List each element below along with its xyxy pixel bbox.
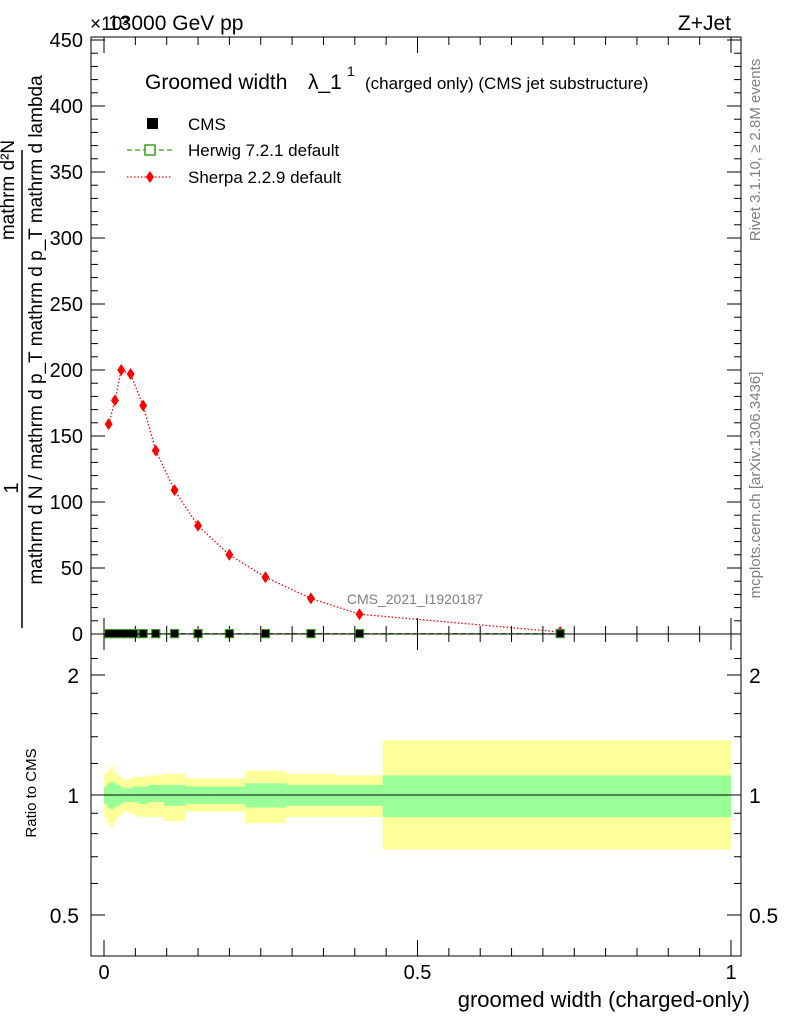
ratio-y-tick-label-right: 0.5 [749, 905, 778, 928]
sherpa-point [225, 548, 234, 561]
y-tick-label: 400 [50, 96, 83, 118]
legend-sherpa-marker [146, 171, 154, 183]
y-tick-label: 0 [72, 624, 83, 646]
y-tick-label: 200 [50, 360, 83, 382]
process-label: Z+Jet [678, 12, 731, 35]
sherpa-point [139, 399, 148, 412]
title-superscript: 1 [347, 63, 355, 79]
ratio-y-tick-label-right: 2 [749, 665, 761, 688]
sherpa-point [117, 364, 126, 376]
legend-cms-label: CMS [188, 115, 226, 134]
ratio-y-tick-label: 2 [67, 665, 79, 688]
stat-band [383, 775, 732, 818]
sherpa-series [104, 364, 565, 639]
y-tick-label: 150 [50, 426, 83, 448]
sherpa-point [126, 367, 135, 380]
legend-cms-marker [147, 118, 158, 129]
sherpa-line [108, 369, 561, 633]
y-tick-label: 50 [61, 558, 83, 580]
ratio-y-tick-label: 1 [67, 785, 79, 808]
stat-band [147, 784, 164, 803]
x-axis-label: groomed width (charged-only) [458, 987, 750, 1012]
sherpa-point [194, 519, 203, 532]
y-tick-label: 100 [50, 492, 83, 514]
legend: CMS Herwig 7.2.1 default Sherpa 2.2.9 de… [127, 115, 341, 187]
x-tick-label: 0 [98, 962, 109, 984]
y-label-denominator: mathrm d N / mathrm d p_T mathrm d p_T m… [26, 75, 47, 585]
sherpa-point [110, 394, 119, 407]
main-y-axis-label: 1 mathrm d N / mathrm d p_T mathrm d p_T… [0, 75, 47, 628]
ratio-y-axis: 0.5 0.5 1 1 2 2 [50, 657, 778, 928]
y-label-numerator: 1 [1, 482, 23, 493]
y-tick-label: 300 [50, 228, 83, 250]
main-title: Groomed width λ_1 1 (charged only) (CMS … [145, 63, 648, 94]
main-y-axis: 0 50 100 150 200 250 300 350 400 450 [50, 30, 741, 646]
ratio-y-tick-label: 0.5 [50, 905, 79, 928]
exponent-label: ×10³ [90, 14, 129, 35]
sherpa-point [355, 608, 364, 621]
sherpa-point [261, 571, 270, 584]
ratio-x-axis: 0 0.5 1 [98, 634, 737, 984]
y-tick-label: 350 [50, 162, 83, 184]
y-tick-label: 450 [50, 30, 83, 52]
stat-band [132, 786, 139, 803]
title-symbol: λ_1 [308, 71, 342, 94]
legend-herwig-marker [144, 144, 156, 156]
stat-band [110, 781, 114, 810]
rivet-label: Rivet 3.1.10, ≥ 2.8M events [747, 59, 764, 242]
y-tick-label: 250 [50, 294, 83, 316]
energy-label: 13000 GeV pp [108, 12, 243, 35]
sherpa-point [104, 418, 113, 431]
ratio-y-label: Ratio to CMS [23, 748, 40, 837]
title-suffix: (charged only) (CMS jet substructure) [365, 74, 648, 93]
analysis-label: CMS_2021_I1920187 [347, 591, 483, 607]
x-tick-label: 0.5 [404, 962, 432, 984]
sherpa-point [151, 444, 160, 457]
x-tick-label: 1 [725, 962, 736, 984]
legend-herwig-label: Herwig 7.2.1 default [188, 141, 339, 160]
title-text: Groomed width [145, 71, 287, 94]
ratio-y-tick-label-right: 1 [749, 785, 761, 808]
mcplots-label: mcplots.cern.ch [arXiv:1306.3436] [747, 372, 764, 599]
legend-sherpa-label: Sherpa 2.2.9 default [188, 168, 341, 187]
sherpa-point [306, 592, 315, 605]
y-label-top: mathrm d²N [0, 140, 19, 240]
sherpa-point [170, 484, 179, 497]
